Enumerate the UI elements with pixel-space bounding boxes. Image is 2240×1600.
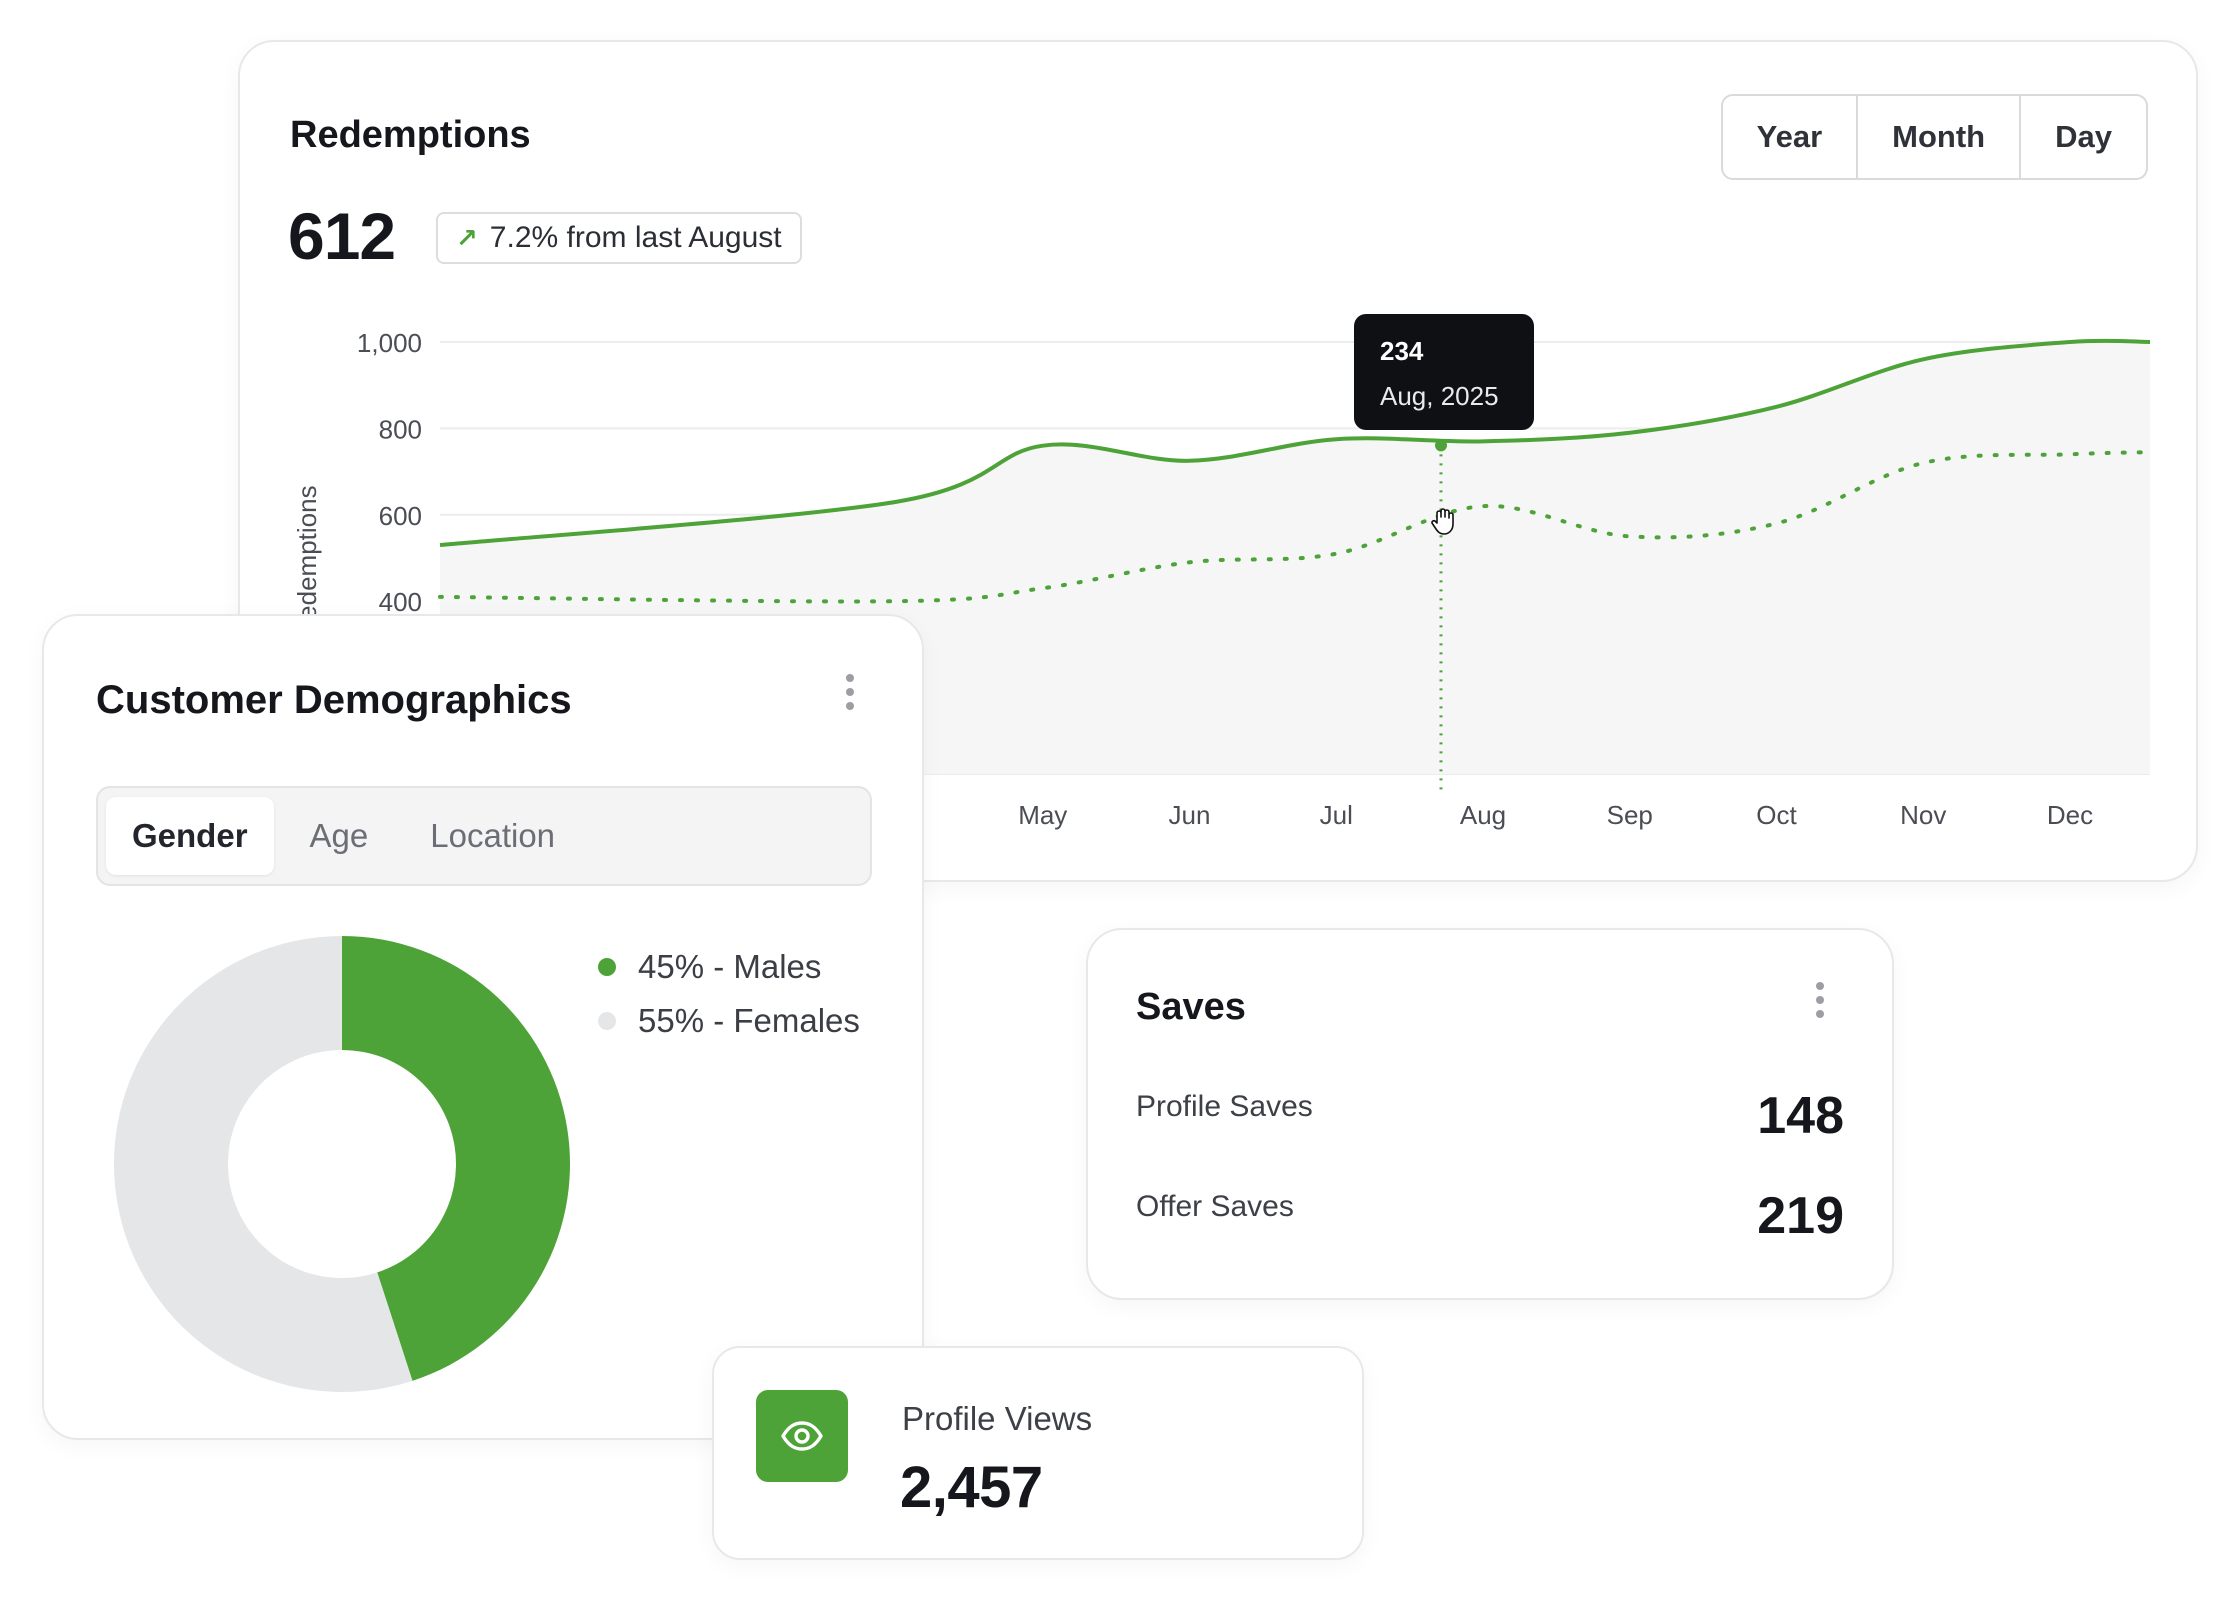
- legend-dot-males: [598, 958, 616, 976]
- offer-saves-value: 219: [1757, 1187, 1844, 1245]
- tab-age[interactable]: Age: [309, 817, 369, 854]
- more-options-icon[interactable]: [846, 674, 856, 710]
- redemptions-total: 612: [288, 199, 396, 273]
- saves-title: Saves: [1136, 986, 1246, 1028]
- trend-text: 7.2% from last August: [489, 221, 782, 254]
- more-options-icon[interactable]: [1816, 982, 1826, 1018]
- tab-gender[interactable]: Gender: [106, 797, 274, 875]
- customer-demographics-card: Customer Demographics Gender Age Locatio…: [42, 614, 924, 1440]
- offer-saves-label: Offer Saves: [1136, 1190, 1294, 1223]
- y-tick-label: 400: [379, 587, 422, 617]
- x-tick-label: Jul: [1320, 800, 1353, 830]
- highlight-point: [1435, 439, 1447, 452]
- demographics-tabs: Gender Age Location: [96, 786, 872, 886]
- redemptions-title: Redemptions: [290, 114, 531, 156]
- series-line-dotted: [438, 450, 2152, 604]
- range-day-button[interactable]: Day: [2055, 119, 2112, 154]
- demographics-title: Customer Demographics: [96, 678, 572, 722]
- donut-legend: 45% - Males 55% - Females: [598, 940, 860, 1048]
- legend-item-males: 45% - Males: [598, 940, 860, 994]
- range-year-button[interactable]: Year: [1723, 96, 1859, 178]
- legend-item-females: 55% - Females: [598, 994, 860, 1048]
- chart-tooltip: 234 Aug, 2025: [1354, 314, 1534, 430]
- eye-icon: [756, 1390, 848, 1482]
- profile-views-label: Profile Views: [902, 1400, 1093, 1437]
- range-month-button[interactable]: Month: [1858, 96, 2022, 178]
- y-tick-label: 800: [379, 414, 422, 444]
- x-tick-label: Sep: [1607, 800, 1653, 830]
- x-tick-label: May: [1018, 800, 1067, 830]
- x-tick-label: Dec: [2047, 800, 2093, 830]
- y-axis-label: Redemptions: [292, 485, 322, 638]
- profile-saves-label: Profile Saves: [1136, 1090, 1313, 1123]
- legend-label-females: 55% - Females: [638, 1002, 860, 1039]
- range-toggle: Year Month Day: [1720, 94, 2148, 180]
- donut-slice-females: [114, 936, 413, 1392]
- series-line-solid: [439, 338, 2151, 548]
- x-tick-label: Aug: [1460, 800, 1506, 830]
- x-tick-label: Jun: [1169, 800, 1211, 830]
- tab-location[interactable]: Location: [430, 817, 556, 854]
- grab-cursor-icon: [1431, 508, 1454, 535]
- x-tick-label: Oct: [1756, 800, 1797, 830]
- legend-dot-females: [598, 1012, 616, 1030]
- y-tick-label: 600: [379, 501, 422, 531]
- y-tick-label: 1,000: [357, 328, 422, 358]
- legend-label-males: 45% - Males: [638, 948, 822, 985]
- profile-saves-value: 148: [1757, 1087, 1844, 1145]
- profile-views-value: 2,457: [900, 1455, 1043, 1520]
- donut-slice-males: [342, 936, 571, 1381]
- tooltip-value: 234: [1380, 336, 1424, 366]
- trend-badge: ↗ 7.2% from last August: [436, 212, 802, 264]
- gender-donut-chart: [114, 936, 571, 1392]
- arrow-up-right-icon: ↗: [456, 222, 478, 253]
- x-tick-label: Nov: [1900, 800, 1946, 830]
- profile-views-card: Profile Views 2,457: [712, 1346, 1364, 1560]
- tooltip-date: Aug, 2025: [1380, 381, 1499, 411]
- saves-card: Saves Profile Saves 148 Offer Saves 219: [1086, 928, 1894, 1300]
